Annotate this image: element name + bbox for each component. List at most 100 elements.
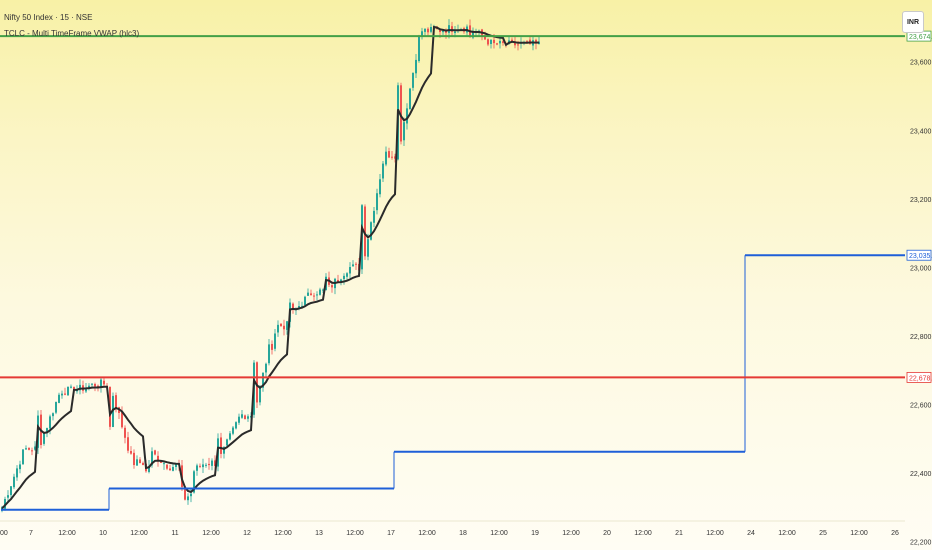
candle-body[interactable]: [379, 179, 381, 195]
candle-body[interactable]: [166, 464, 168, 469]
candle-body[interactable]: [349, 267, 351, 274]
candle-body[interactable]: [55, 401, 57, 413]
candle-body[interactable]: [142, 462, 144, 466]
candle-body[interactable]: [100, 379, 102, 388]
candle-body[interactable]: [394, 156, 396, 159]
candle-body[interactable]: [169, 468, 171, 471]
candle-body[interactable]: [421, 31, 423, 37]
candle-body[interactable]: [73, 387, 75, 391]
candle-body[interactable]: [79, 384, 81, 391]
candle-body[interactable]: [205, 464, 207, 466]
candle-body[interactable]: [502, 41, 504, 43]
candle-body[interactable]: [19, 464, 21, 470]
candle-body[interactable]: [34, 446, 36, 450]
candle-body[interactable]: [280, 323, 282, 327]
candle-body[interactable]: [511, 39, 513, 42]
candle-body[interactable]: [211, 460, 213, 466]
candle-body[interactable]: [214, 460, 216, 467]
candle-body[interactable]: [94, 383, 96, 387]
candle-body[interactable]: [292, 303, 294, 309]
candle-body[interactable]: [415, 59, 417, 74]
candle-body[interactable]: [331, 285, 333, 288]
candle-body[interactable]: [412, 72, 414, 88]
candle-body[interactable]: [121, 412, 123, 428]
candle-body[interactable]: [223, 446, 225, 454]
candle-body[interactable]: [133, 452, 135, 466]
candle-body[interactable]: [346, 273, 348, 277]
candle-body[interactable]: [526, 40, 528, 42]
candle-body[interactable]: [409, 88, 411, 110]
candle-body[interactable]: [151, 451, 153, 466]
candle-body[interactable]: [226, 439, 228, 446]
candle-body[interactable]: [367, 239, 369, 257]
candle-body[interactable]: [304, 296, 306, 306]
candle-body[interactable]: [370, 222, 372, 240]
candle-body[interactable]: [229, 433, 231, 440]
candle-body[interactable]: [208, 463, 210, 466]
candle-body[interactable]: [271, 343, 273, 350]
candle-body[interactable]: [220, 437, 222, 454]
candle-body[interactable]: [115, 395, 117, 409]
candle-body[interactable]: [442, 30, 444, 33]
candle-body[interactable]: [343, 275, 345, 280]
candle-body[interactable]: [136, 459, 138, 466]
candle-body[interactable]: [157, 455, 159, 462]
symbol-title[interactable]: Nifty 50 Index · 15 · NSE: [4, 13, 93, 22]
candle-body[interactable]: [310, 293, 312, 296]
candle-body[interactable]: [97, 385, 99, 387]
candle-body[interactable]: [175, 464, 177, 467]
candle-body[interactable]: [49, 416, 51, 429]
candle-body[interactable]: [373, 210, 375, 223]
candle-body[interactable]: [355, 263, 357, 265]
candle-body[interactable]: [238, 416, 240, 423]
candle-body[interactable]: [274, 333, 276, 349]
candle-body[interactable]: [298, 306, 300, 308]
candle-body[interactable]: [301, 305, 303, 307]
candle-body[interactable]: [286, 321, 288, 330]
candle-body[interactable]: [247, 416, 249, 419]
candle-body[interactable]: [244, 415, 246, 419]
candle-body[interactable]: [448, 25, 450, 33]
candle-body[interactable]: [160, 460, 162, 463]
candle-body[interactable]: [58, 394, 60, 403]
candle-body[interactable]: [163, 463, 165, 465]
candle-body[interactable]: [235, 422, 237, 429]
candle-body[interactable]: [352, 264, 354, 267]
candle-body[interactable]: [10, 486, 12, 496]
candle-body[interactable]: [76, 390, 78, 392]
candle-body[interactable]: [319, 289, 321, 295]
candle-body[interactable]: [265, 363, 267, 373]
candle-body[interactable]: [259, 386, 261, 403]
candle-body[interactable]: [268, 344, 270, 364]
candle-body[interactable]: [148, 465, 150, 472]
candle-body[interactable]: [88, 385, 90, 388]
candle-body[interactable]: [385, 151, 387, 165]
candle-body[interactable]: [199, 465, 201, 467]
candle-body[interactable]: [67, 386, 69, 396]
candle-body[interactable]: [382, 163, 384, 179]
candle-body[interactable]: [7, 495, 9, 498]
candle-body[interactable]: [241, 414, 243, 418]
candle-body[interactable]: [484, 35, 486, 40]
candle-body[interactable]: [202, 464, 204, 468]
candle-body[interactable]: [46, 428, 48, 434]
candle-body[interactable]: [337, 279, 339, 282]
candle-body[interactable]: [514, 41, 516, 46]
candle-body[interactable]: [376, 193, 378, 211]
candle-body[interactable]: [313, 295, 315, 297]
candle-body[interactable]: [400, 85, 402, 142]
candle-body[interactable]: [184, 486, 186, 500]
candle-body[interactable]: [130, 451, 132, 454]
candle-body[interactable]: [424, 28, 426, 32]
candle-body[interactable]: [430, 27, 432, 32]
candle-body[interactable]: [322, 289, 324, 291]
candle-body[interactable]: [262, 372, 264, 388]
candle-body[interactable]: [535, 39, 537, 44]
candle-body[interactable]: [496, 43, 498, 45]
candle-body[interactable]: [487, 39, 489, 45]
candle-body[interactable]: [172, 466, 174, 471]
candle-body[interactable]: [517, 44, 519, 46]
candle-body[interactable]: [16, 468, 18, 478]
candle-body[interactable]: [472, 30, 474, 38]
